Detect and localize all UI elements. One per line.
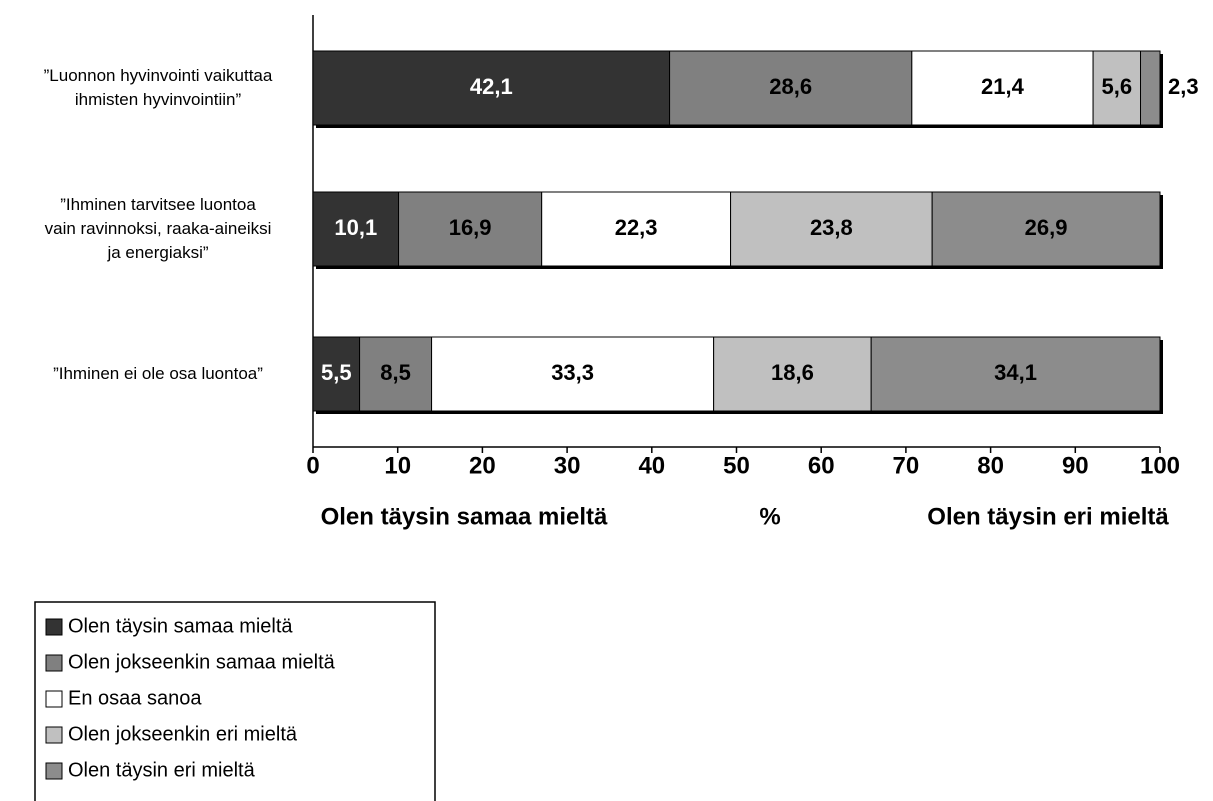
x-tick-label: 60 — [808, 452, 835, 479]
x-tick-label: 0 — [306, 452, 319, 479]
legend-label: Olen täysin eri mieltä — [68, 759, 256, 781]
legend-swatch — [45, 726, 63, 744]
x-tick-label: 30 — [554, 452, 581, 479]
category-label: ”Ihminen ei ole osa luontoa” — [53, 364, 263, 383]
legend-swatch — [45, 618, 63, 636]
legend-label: Olen jokseenkin eri mieltä — [68, 723, 298, 745]
legend-label: Olen täysin samaa mieltä — [68, 615, 293, 637]
value-label: 42,1 — [470, 74, 513, 99]
value-label: 18,6 — [771, 360, 814, 385]
bar-segment — [312, 191, 400, 267]
value-label: 16,9 — [449, 215, 492, 240]
category-label: ”Ihminen tarvitsee luontoa vain ravinnok… — [44, 195, 272, 262]
value-label: 33,3 — [551, 360, 594, 385]
x-tick-label: 70 — [893, 452, 920, 479]
bar-segment — [359, 336, 433, 412]
value-label: 8,5 — [380, 360, 411, 385]
value-label: 2,3 — [1168, 74, 1199, 99]
bar-segment — [1140, 50, 1161, 126]
value-label: 23,8 — [810, 215, 853, 240]
bar-segment — [669, 50, 913, 126]
x-tick-label: 100 — [1140, 452, 1180, 479]
bar-segment — [911, 50, 1094, 126]
bar-segment — [870, 336, 1161, 412]
value-label: 22,3 — [615, 215, 658, 240]
legend-swatch — [45, 762, 63, 780]
value-label: 21,4 — [981, 74, 1025, 99]
bar-segment — [312, 336, 361, 412]
legend-swatch — [45, 690, 63, 708]
legend-label: Olen jokseenkin samaa mieltä — [68, 651, 336, 673]
x-label-right: Olen täysin eri mieltä — [927, 503, 1169, 530]
x-tick-label: 20 — [469, 452, 496, 479]
value-label: 10,1 — [334, 215, 377, 240]
value-label: 26,9 — [1025, 215, 1068, 240]
legend-label: En osaa sanoa — [68, 687, 202, 709]
bar-segment — [541, 191, 732, 267]
x-label-left: Olen täysin samaa mieltä — [321, 503, 608, 530]
bar-segment — [730, 191, 933, 267]
bar-segment — [431, 336, 715, 412]
value-label: 34,1 — [994, 360, 1037, 385]
x-tick-label: 90 — [1062, 452, 1089, 479]
x-tick-label: 50 — [723, 452, 750, 479]
bar-segment — [312, 50, 671, 126]
x-tick-label: 40 — [638, 452, 665, 479]
value-label: 28,6 — [769, 74, 812, 99]
x-tick-label: 10 — [384, 452, 411, 479]
bar-segment — [931, 191, 1161, 267]
x-tick-label: 80 — [977, 452, 1004, 479]
x-label: % — [759, 503, 780, 530]
legend-swatch — [45, 654, 63, 672]
value-label: 5,5 — [321, 360, 352, 385]
category-label: ”Luonnon hyvinvointi vaikuttaa ihmisten … — [43, 66, 273, 109]
value-label: 5,6 — [1102, 74, 1133, 99]
bar-segment — [398, 191, 543, 267]
legend-box — [34, 601, 436, 801]
bar-segment — [713, 336, 872, 412]
